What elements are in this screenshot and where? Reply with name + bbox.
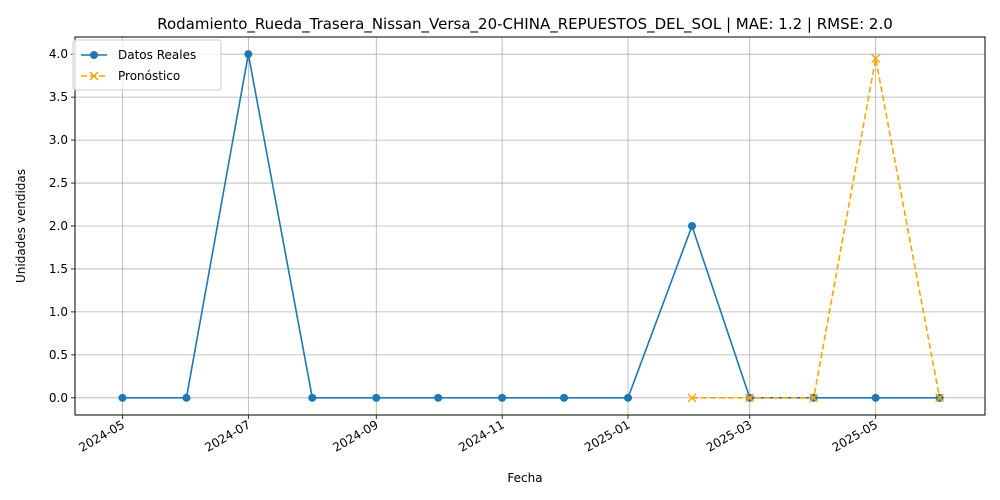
- y-tick-label: 2.0: [49, 219, 68, 233]
- legend-entries: Datos Reales Pronóstico: [81, 48, 196, 83]
- data-point: [745, 393, 755, 403]
- data-point: [372, 393, 381, 402]
- series-1: [687, 53, 945, 403]
- data-point: [871, 393, 880, 402]
- data-point: [434, 393, 443, 402]
- y-tick-label: 4.0: [49, 47, 68, 61]
- y-tick-label: 3.5: [49, 90, 68, 104]
- y-tick-label: 0.5: [49, 348, 68, 362]
- data-point-stroke: [809, 393, 819, 403]
- data-point-stroke: [871, 53, 881, 63]
- data-point: [118, 393, 127, 402]
- legend-label: Pronóstico: [118, 69, 180, 83]
- data-point: [624, 393, 633, 402]
- data-point: [809, 393, 819, 403]
- legend-box: [72, 39, 222, 91]
- y-tick-label: 1.0: [49, 305, 68, 319]
- data-point: [498, 393, 507, 402]
- x-axis-label: Fecha: [507, 471, 542, 485]
- y-axis-ticks: 0.0 0.5 1.0 1.5 2.0 2.5 3.0 3.5 4.0: [49, 47, 75, 405]
- data-point-stroke: [745, 393, 755, 403]
- data-point: [560, 393, 569, 402]
- data-point: [308, 393, 317, 402]
- data-point: [182, 393, 191, 402]
- y-tick-label: 2.5: [49, 176, 68, 190]
- series-layer: [118, 50, 945, 403]
- legend-marker: [90, 51, 98, 59]
- data-point-stroke: [687, 393, 697, 403]
- legend-entry: Pronóstico: [81, 69, 180, 83]
- data-point: [935, 393, 945, 403]
- data-point-stroke: [935, 393, 945, 403]
- y-tick-label: 1.5: [49, 262, 68, 276]
- data-point: [244, 50, 253, 59]
- y-tick-label: 0.0: [49, 391, 68, 405]
- legend-entry: Datos Reales: [81, 48, 196, 62]
- legend-marker: [89, 71, 99, 81]
- y-tick-label: 3.0: [49, 133, 68, 147]
- chart-title: Rodamiento_Rueda_Trasera_Nissan_Versa_20…: [157, 15, 893, 34]
- legend-label: Datos Reales: [118, 48, 196, 62]
- data-point: [687, 393, 697, 403]
- data-point: [871, 53, 881, 63]
- data-point: [687, 222, 696, 230]
- grid-lines: [75, 37, 985, 415]
- legend: Datos Reales Pronóstico: [72, 39, 222, 91]
- y-axis-label: Unidades vendidas: [14, 169, 28, 283]
